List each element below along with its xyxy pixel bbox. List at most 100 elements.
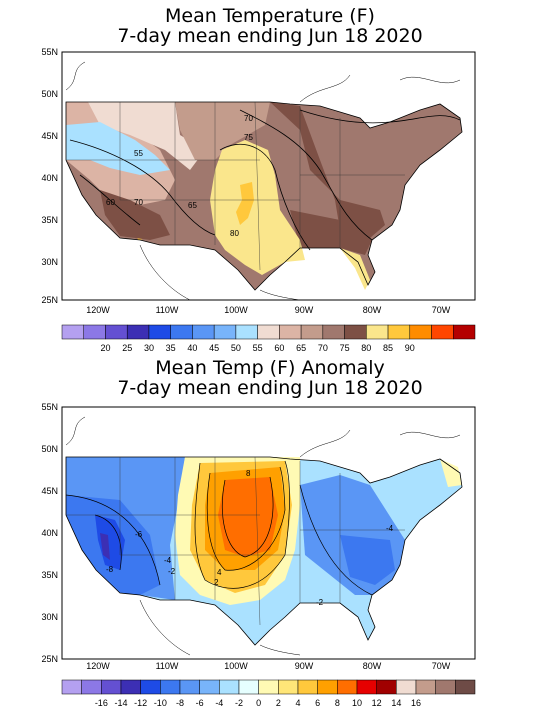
legend-label: -6 [196, 698, 204, 708]
legend-swatch [356, 679, 377, 695]
legend-swatch [409, 324, 432, 340]
legend-swatch [278, 679, 299, 695]
legend-swatch [219, 679, 240, 695]
map1-contour-label: 75 [244, 133, 253, 142]
map2-lon-label: 70W [432, 661, 451, 671]
map1-legend: 20 25 30 35 40 45 50 55 60 65 70 75 80 85 90 [61, 324, 476, 353]
map1-contour-label: 70 [134, 198, 143, 207]
field-75-se [290, 210, 372, 255]
field-85 [236, 182, 254, 225]
map1-lat-label: 40N [41, 173, 58, 183]
map1-lat-label: 55N [41, 47, 58, 57]
map2-lon-label: 110W [156, 661, 179, 671]
legend-label: -8 [176, 698, 184, 708]
legend-swatch [366, 324, 389, 340]
map2-contour-label: -2 [316, 598, 324, 607]
legend-swatch [192, 324, 215, 340]
legend-swatch [337, 679, 358, 695]
legend-swatch [344, 324, 367, 340]
map2-svg: 55N 50N 45N 40N 35N 30N 25N 120W 110W 10… [41, 402, 476, 708]
legend-swatch [148, 324, 171, 340]
field-55 [66, 122, 170, 175]
map1-lat-label: 35N [41, 215, 58, 225]
legend-label: 20 [100, 343, 110, 353]
legend-label: 70 [318, 343, 328, 353]
map2-contours [65, 460, 373, 596]
legend-label: -14 [114, 698, 127, 708]
map1-lon-label: 90W [295, 305, 314, 315]
map1-lon-label: 80W [363, 305, 382, 315]
map1-lat-label: 45N [41, 131, 58, 141]
map1-frame [61, 51, 476, 301]
field-minus6-east [340, 535, 395, 585]
map2-legend: -16 -14 -12 -10 -8 -6 -4 -2 0 2 4 6 8 10 12 14 16 [61, 679, 476, 708]
legend-swatch [317, 679, 338, 695]
legend-swatch [101, 679, 122, 695]
legend-swatch [453, 324, 476, 340]
map2-lat-label: 40N [41, 528, 58, 538]
map1-us-outline [65, 101, 463, 291]
legend-swatch [279, 324, 302, 340]
legend-label: 65 [296, 343, 306, 353]
map1-coastlines [65, 61, 461, 300]
map1-lat-label: 50N [41, 89, 58, 99]
map2-contour-label: 8 [246, 469, 251, 478]
map1-fields [65, 61, 463, 300]
map1-panel: 55N 50N 45N 40N 35N 30N 25N 120W 110W 10… [41, 47, 476, 353]
map1-contour-label: 60 [106, 198, 115, 207]
map1-lat-label: 30N [41, 257, 58, 267]
map1-svg: 55N 50N 45N 40N 35N 30N 25N 120W 110W 10… [41, 47, 476, 353]
legend-swatch [160, 679, 181, 695]
map2-lat-label: 45N [41, 486, 58, 496]
legend-swatch [235, 324, 258, 340]
map2-lat-label: 25N [41, 654, 58, 664]
map2-contour-label: -8 [106, 565, 114, 574]
map1-state-lines [66, 101, 405, 271]
field-2-maine [440, 459, 462, 487]
map2-contour-label: -4 [386, 524, 394, 533]
legend-swatch [170, 324, 193, 340]
field-75-sw [100, 190, 170, 240]
map2-fields [65, 416, 463, 656]
map1-contour-label: 70 [244, 114, 253, 123]
legend-swatch [297, 679, 318, 695]
legend-label: -2 [235, 698, 243, 708]
legend-label: 12 [372, 698, 382, 708]
legend-label: 25 [122, 343, 132, 353]
map1-title: Mean Temperature (F) [165, 5, 375, 27]
legend-label: 45 [209, 343, 219, 353]
legend-swatch [396, 679, 417, 695]
field-10 [218, 477, 278, 557]
legend-label: 55 [253, 343, 263, 353]
legend-swatch [61, 679, 82, 695]
legend-label: 6 [315, 698, 320, 708]
legend-swatch [431, 324, 454, 340]
field-minus10 [100, 533, 110, 560]
legend-swatch [61, 324, 84, 340]
map1-lat-label: 25N [41, 295, 58, 305]
legend-label: 0 [256, 698, 261, 708]
legend-swatch [105, 324, 128, 340]
legend-label: -10 [154, 698, 167, 708]
map1-lon-label: 70W [432, 305, 451, 315]
legend-swatch [415, 679, 436, 695]
legend-label: 2 [276, 698, 281, 708]
map2-lat-label: 30N [41, 612, 58, 622]
legend-label: 35 [166, 343, 176, 353]
map2-title: Mean Temp (F) Anomaly [155, 357, 385, 379]
map2-lat-label: 55N [41, 402, 58, 412]
legend-swatch [120, 679, 141, 695]
legend-swatch [81, 679, 102, 695]
legend-swatch [126, 324, 150, 340]
map2-contour-label: 4 [217, 568, 222, 577]
map2-lon-label: 100W [224, 661, 248, 671]
legend-label: -12 [134, 698, 147, 708]
map2-lat-label: 35N [41, 570, 58, 580]
legend-swatch [376, 679, 397, 695]
legend-swatch [140, 679, 161, 695]
legend-swatch [435, 679, 456, 695]
map2-panel: 55N 50N 45N 40N 35N 30N 25N 120W 110W 10… [0, 355, 540, 709]
legend-swatch [322, 324, 345, 340]
legend-label: 90 [405, 343, 415, 353]
map2-contour-label: 2 [214, 578, 219, 587]
